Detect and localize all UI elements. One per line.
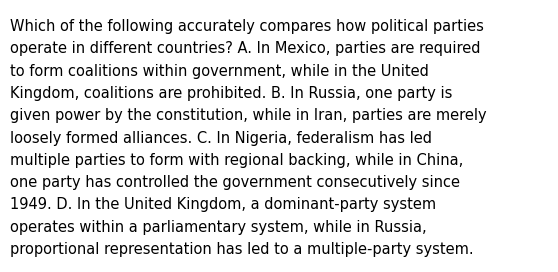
Text: Kingdom, coalitions are prohibited. B. In Russia, one party is: Kingdom, coalitions are prohibited. B. I… (10, 86, 453, 101)
Text: 1949. D. In the United Kingdom, a dominant-party system: 1949. D. In the United Kingdom, a domina… (10, 197, 436, 212)
Text: Which of the following accurately compares how political parties: Which of the following accurately compar… (10, 19, 484, 34)
Text: multiple parties to form with regional backing, while in China,: multiple parties to form with regional b… (10, 153, 463, 168)
Text: loosely formed alliances. C. In Nigeria, federalism has led: loosely formed alliances. C. In Nigeria,… (10, 131, 432, 146)
Text: operates within a parliamentary system, while in Russia,: operates within a parliamentary system, … (10, 220, 427, 235)
Text: operate in different countries? A. In Mexico, parties are required: operate in different countries? A. In Me… (10, 41, 480, 56)
Text: proportional representation has led to a multiple-party system.: proportional representation has led to a… (10, 242, 474, 257)
Text: given power by the constitution, while in Iran, parties are merely: given power by the constitution, while i… (10, 108, 487, 123)
Text: to form coalitions within government, while in the United: to form coalitions within government, wh… (10, 64, 429, 79)
Text: one party has controlled the government consecutively since: one party has controlled the government … (10, 175, 460, 190)
